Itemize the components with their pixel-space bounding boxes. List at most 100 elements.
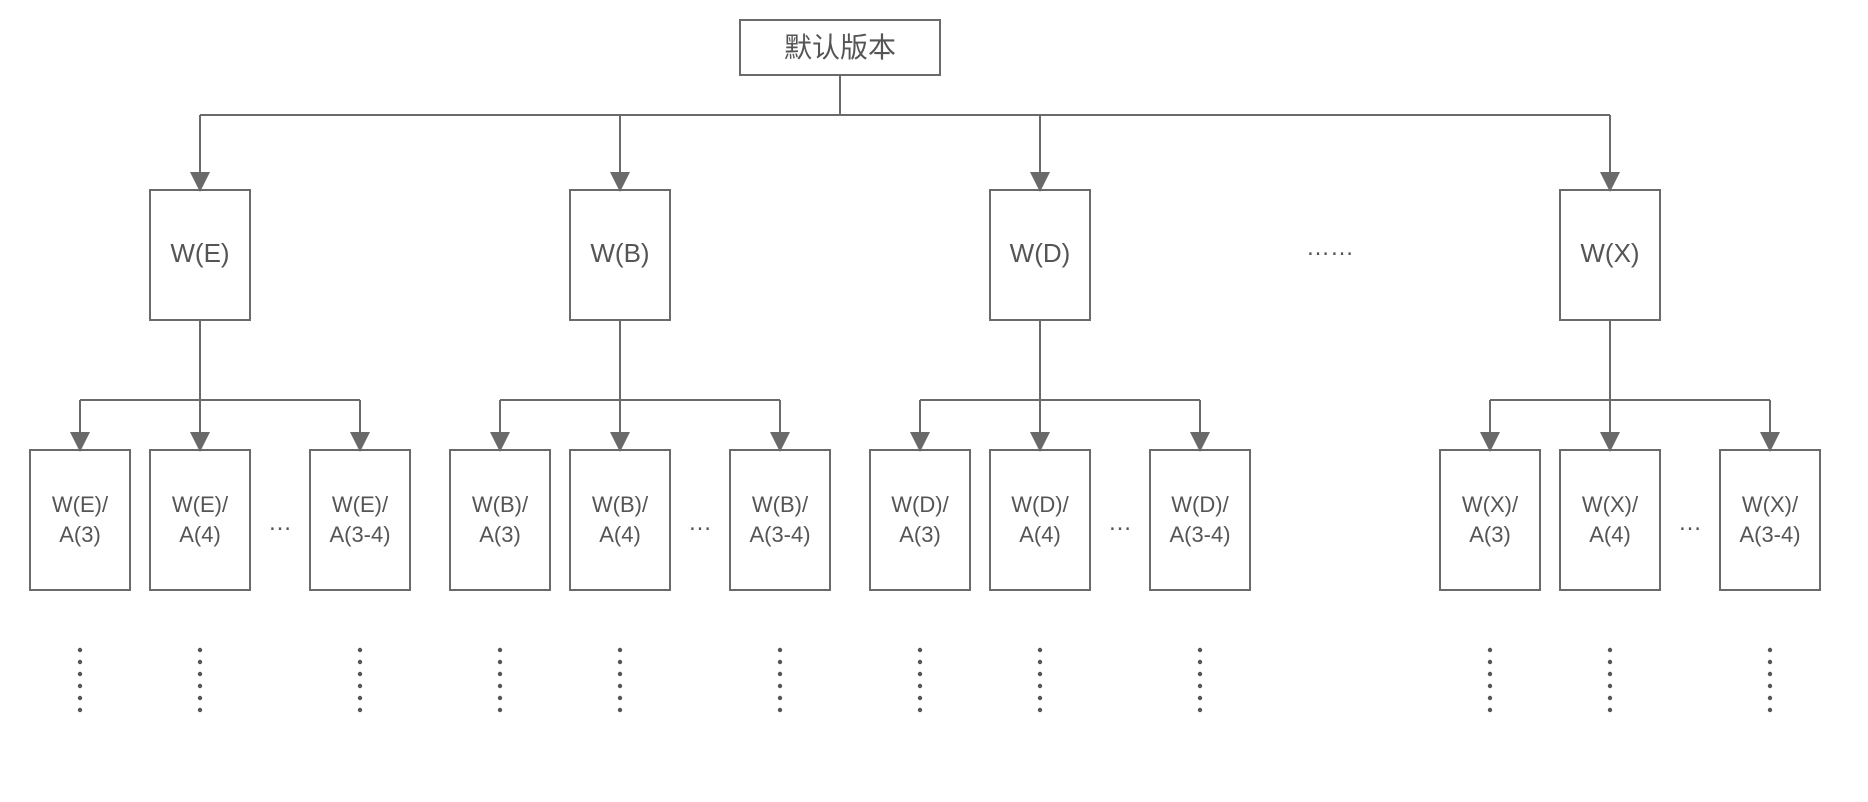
mid-node-label: W(D) bbox=[1010, 238, 1071, 268]
vertical-dots bbox=[778, 672, 782, 676]
leaf-label-line2: A(4) bbox=[1589, 522, 1631, 547]
vertical-dots bbox=[1038, 672, 1042, 676]
leaf-label-line2: A(3) bbox=[59, 522, 101, 547]
vertical-dots bbox=[778, 708, 782, 712]
leaf-label-line1: W(B)/ bbox=[592, 492, 649, 517]
vertical-dots bbox=[358, 708, 362, 712]
vertical-dots bbox=[1198, 684, 1202, 688]
vertical-dots bbox=[1488, 708, 1492, 712]
vertical-dots bbox=[498, 696, 502, 700]
leaf-node bbox=[1150, 450, 1250, 590]
vertical-dots bbox=[918, 696, 922, 700]
leaf-label-line1: W(E)/ bbox=[332, 492, 389, 517]
leaf-label-line1: W(X)/ bbox=[1582, 492, 1639, 517]
leaf-node bbox=[870, 450, 970, 590]
vertical-dots bbox=[78, 660, 82, 664]
vertical-dots bbox=[198, 660, 202, 664]
leaf-ellipsis: … bbox=[268, 509, 292, 536]
vertical-dots bbox=[198, 696, 202, 700]
vertical-dots bbox=[498, 684, 502, 688]
vertical-dots bbox=[778, 696, 782, 700]
mid-node-label: W(X) bbox=[1580, 238, 1639, 268]
vertical-dots bbox=[198, 648, 202, 652]
leaf-label-line2: A(4) bbox=[179, 522, 221, 547]
vertical-dots bbox=[618, 648, 622, 652]
vertical-dots bbox=[618, 684, 622, 688]
vertical-dots bbox=[1488, 684, 1492, 688]
vertical-dots bbox=[1768, 660, 1772, 664]
vertical-dots bbox=[78, 696, 82, 700]
vertical-dots bbox=[1488, 660, 1492, 664]
vertical-dots bbox=[358, 684, 362, 688]
vertical-dots bbox=[1488, 696, 1492, 700]
leaf-label-line2: A(3-4) bbox=[749, 522, 810, 547]
vertical-dots bbox=[358, 672, 362, 676]
leaf-node bbox=[450, 450, 550, 590]
vertical-dots bbox=[1488, 672, 1492, 676]
vertical-dots bbox=[1198, 708, 1202, 712]
leaf-label-line1: W(E)/ bbox=[52, 492, 109, 517]
vertical-dots bbox=[498, 708, 502, 712]
leaf-label-line2: A(3) bbox=[1469, 522, 1511, 547]
vertical-dots bbox=[78, 684, 82, 688]
vertical-dots bbox=[618, 660, 622, 664]
mid-node-label: W(E) bbox=[170, 238, 229, 268]
mid-node-label: W(B) bbox=[590, 238, 649, 268]
leaf-label-line2: A(3-4) bbox=[1739, 522, 1800, 547]
leaf-node bbox=[570, 450, 670, 590]
vertical-dots bbox=[198, 684, 202, 688]
tree-diagram: 默认版本W(E)W(B)W(D)W(X)……W(E)/A(3)W(E)/A(4)… bbox=[0, 0, 1868, 802]
mid-ellipsis: …… bbox=[1306, 234, 1354, 261]
vertical-dots bbox=[1038, 696, 1042, 700]
vertical-dots bbox=[1608, 696, 1612, 700]
vertical-dots bbox=[918, 684, 922, 688]
leaf-node bbox=[310, 450, 410, 590]
leaf-ellipsis: … bbox=[1108, 509, 1132, 536]
root-label: 默认版本 bbox=[784, 32, 896, 63]
leaf-node bbox=[150, 450, 250, 590]
vertical-dots bbox=[918, 708, 922, 712]
leaf-label-line2: A(4) bbox=[1019, 522, 1061, 547]
vertical-dots bbox=[918, 648, 922, 652]
leaf-node bbox=[730, 450, 830, 590]
leaf-label-line2: A(3) bbox=[899, 522, 941, 547]
vertical-dots bbox=[1488, 648, 1492, 652]
vertical-dots bbox=[358, 696, 362, 700]
leaf-label-line2: A(3) bbox=[479, 522, 521, 547]
vertical-dots bbox=[778, 648, 782, 652]
leaf-label-line2: A(3-4) bbox=[1169, 522, 1230, 547]
vertical-dots bbox=[1038, 660, 1042, 664]
vertical-dots bbox=[1768, 672, 1772, 676]
vertical-dots bbox=[78, 708, 82, 712]
vertical-dots bbox=[618, 696, 622, 700]
leaf-label-line1: W(D)/ bbox=[891, 492, 949, 517]
vertical-dots bbox=[358, 648, 362, 652]
vertical-dots bbox=[618, 708, 622, 712]
vertical-dots bbox=[1608, 660, 1612, 664]
vertical-dots bbox=[1198, 672, 1202, 676]
leaf-node bbox=[1560, 450, 1660, 590]
vertical-dots bbox=[498, 648, 502, 652]
vertical-dots bbox=[1198, 648, 1202, 652]
vertical-dots bbox=[1768, 696, 1772, 700]
vertical-dots bbox=[198, 672, 202, 676]
leaf-ellipsis: … bbox=[1678, 509, 1702, 536]
vertical-dots bbox=[1038, 648, 1042, 652]
vertical-dots bbox=[618, 672, 622, 676]
leaf-label-line2: A(4) bbox=[599, 522, 641, 547]
vertical-dots bbox=[1038, 684, 1042, 688]
vertical-dots bbox=[198, 708, 202, 712]
vertical-dots bbox=[498, 672, 502, 676]
vertical-dots bbox=[918, 660, 922, 664]
leaf-node bbox=[1440, 450, 1540, 590]
leaf-label-line1: W(X)/ bbox=[1462, 492, 1519, 517]
vertical-dots bbox=[358, 660, 362, 664]
leaf-label-line1: W(B)/ bbox=[472, 492, 529, 517]
vertical-dots bbox=[1768, 648, 1772, 652]
vertical-dots bbox=[78, 672, 82, 676]
vertical-dots bbox=[1768, 708, 1772, 712]
leaf-label-line1: W(B)/ bbox=[752, 492, 809, 517]
leaf-label-line1: W(D)/ bbox=[1011, 492, 1069, 517]
vertical-dots bbox=[778, 684, 782, 688]
vertical-dots bbox=[1198, 696, 1202, 700]
